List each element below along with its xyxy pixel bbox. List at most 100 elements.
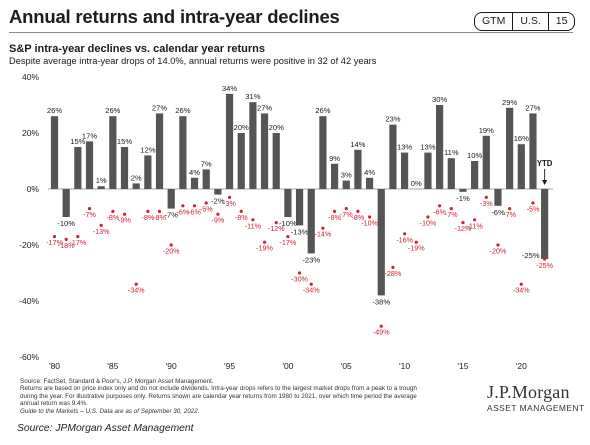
chart-subtitle: Despite average intra-year drops of 14.0…: [9, 56, 377, 66]
returns-chart: -60%-40%-20%0%20%40%26%-10%15%17%1%26%15…: [19, 72, 553, 371]
badge-page-number: 15: [547, 13, 575, 30]
return-value-label: 12%: [140, 145, 155, 154]
decline-value-label: -3%: [223, 199, 236, 208]
decline-value-label: -5%: [200, 205, 213, 214]
return-value-label: 4%: [364, 168, 375, 177]
return-bar: [330, 163, 339, 189]
x-tick-label: '05: [341, 361, 352, 371]
decline-dot: [508, 207, 512, 211]
decline-dot: [227, 195, 232, 199]
return-value-label: 10%: [467, 151, 482, 160]
return-value-label: 20%: [234, 123, 249, 132]
decline-value-label: -9%: [118, 216, 131, 225]
decline-dot: [332, 209, 337, 213]
return-value-label: 7%: [201, 159, 212, 168]
decline-dot: [87, 207, 92, 211]
decline-dot: [297, 271, 302, 275]
return-value-label: 19%: [479, 126, 494, 135]
return-bar: [517, 144, 525, 189]
return-value-label: 14%: [350, 140, 365, 149]
return-bar: [260, 113, 269, 189]
decline-dot: [391, 265, 395, 269]
return-value-label: 26%: [105, 106, 120, 115]
decline-dot: [146, 209, 150, 213]
return-bar: [214, 189, 222, 195]
footnote-guide: Guide to the Markets – U.S. Data are as …: [20, 407, 200, 415]
return-value-label: -6%: [491, 208, 505, 217]
return-bar: [342, 180, 350, 189]
return-value-label: -13%: [291, 227, 309, 236]
return-bar: [506, 107, 514, 189]
return-bar: [190, 177, 199, 189]
return-value-label: -38%: [372, 297, 390, 306]
return-bar: [225, 93, 234, 189]
decline-dot: [286, 235, 290, 239]
return-bar: [179, 116, 187, 189]
decline-value-label: -11%: [245, 221, 262, 230]
x-tick-label: '90: [166, 361, 177, 371]
return-bar: [436, 105, 444, 189]
decline-value-label: -17%: [280, 238, 297, 247]
decline-value-label: -6%: [433, 207, 446, 216]
return-value-label: 2%: [131, 173, 142, 182]
logo-wordmark: J.P.Morgan: [487, 382, 570, 402]
return-value-label: 4%: [189, 168, 200, 177]
ytd-label: YTD: [537, 159, 553, 168]
decline-dot: [473, 218, 477, 222]
return-value-label: -1%: [456, 194, 470, 203]
x-tick-label: '10: [399, 361, 410, 371]
return-value-label: 15%: [70, 137, 85, 146]
return-value-label: 26%: [47, 106, 62, 115]
decline-dot: [64, 237, 68, 241]
return-bar: [62, 189, 70, 217]
decline-value-label: -12%: [455, 224, 472, 233]
return-bar: [494, 189, 502, 206]
return-value-label: 15%: [117, 137, 132, 146]
decline-value-label: -17%: [69, 238, 86, 247]
decline-dot: [239, 209, 243, 213]
decline-dot: [321, 226, 325, 230]
return-value-label: 26%: [175, 106, 190, 115]
y-tick-label: 20%: [22, 128, 39, 138]
decline-value-label: -20%: [490, 247, 507, 256]
decline-dot: [309, 282, 313, 286]
x-tick-label: '00: [282, 361, 293, 371]
return-bar: [144, 155, 152, 189]
footnote-line: annual return was 9.4%.: [20, 400, 88, 408]
return-value-label: 27%: [525, 103, 540, 112]
footnotes: Source: FactSet, Standard & Poor's, J.P.…: [20, 378, 450, 415]
decline-dot: [274, 221, 278, 225]
return-value-label: -2%: [211, 197, 225, 206]
decline-dot: [99, 223, 103, 227]
return-bar: [401, 152, 409, 189]
decline-dot: [52, 235, 57, 239]
decline-dot: [414, 240, 418, 244]
return-value-label: 31%: [245, 92, 260, 101]
decline-dot: [181, 204, 185, 208]
decline-value-label: -19%: [256, 244, 273, 253]
decline-dot: [484, 195, 488, 199]
return-bar: [365, 177, 374, 189]
decline-dot: [122, 212, 127, 216]
decline-value-label: -34%: [303, 286, 320, 295]
y-tick-label: -20%: [19, 240, 39, 250]
source-caption: Source: JPMorgan Asset Management: [17, 423, 194, 434]
return-bar: [424, 152, 432, 189]
y-tick-label: -40%: [19, 296, 39, 306]
decline-dot: [461, 221, 465, 225]
return-value-label: 0%: [411, 179, 422, 188]
return-bar: [377, 189, 385, 296]
return-bar: [295, 189, 304, 226]
decline-value-label: -17%: [46, 238, 63, 247]
return-value-label: 16%: [514, 134, 529, 143]
decline-value-label: -13%: [93, 227, 110, 236]
decline-dot: [356, 209, 360, 213]
decline-dot: [426, 215, 430, 219]
return-bar: [97, 186, 105, 189]
decline-dot: [543, 257, 547, 261]
decline-dot: [449, 207, 453, 211]
decline-value-label: -34%: [128, 286, 145, 295]
return-bar: [459, 189, 467, 192]
title-divider: [9, 32, 573, 33]
decline-dot: [134, 282, 138, 286]
